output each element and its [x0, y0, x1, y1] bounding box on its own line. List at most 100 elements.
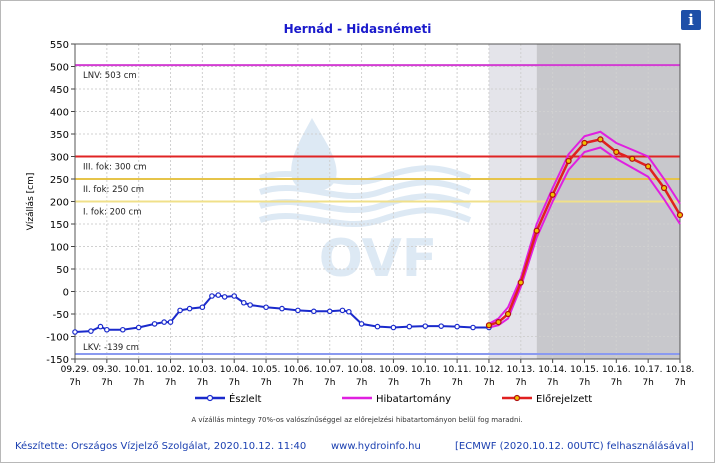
x-tick-hour-label: 7h [69, 378, 80, 388]
watermark-ovf-logo-text: OVF [319, 229, 438, 289]
chart-title: Hernád - Hidasnémeti [283, 22, 432, 36]
y-tick-label: 100 [50, 243, 69, 254]
ovf-watermark: OVF [259, 118, 472, 289]
x-tick-date-label: 10.17. [634, 365, 663, 375]
x-tick-date-label: 10.14. [538, 365, 567, 375]
observed-line [74, 294, 489, 333]
reference-line-label-4: LKV: -139 cm [83, 343, 139, 353]
x-tick-date-label: 10.18. [666, 365, 695, 375]
observed-point [279, 305, 285, 312]
observed-point [221, 294, 228, 300]
observed-point [406, 323, 413, 330]
x-tick-date-label: 10.09. [379, 365, 408, 375]
x-tick-date-label: 10.04. [220, 365, 249, 375]
observed-point [240, 299, 247, 306]
forecast-point [645, 163, 652, 170]
x-tick-hour-label: 7h [451, 378, 462, 388]
forecast-point [504, 310, 512, 318]
legend-forecast-label: Előrejelzett [536, 393, 592, 405]
x-tick-hour-label: 7h [579, 378, 590, 388]
x-tick-date-label: 09.29. [61, 365, 90, 375]
x-tick-hour-label: 7h [547, 378, 558, 388]
observed-point [326, 308, 333, 315]
footer-website[interactable]: www.hydroinfo.hu [331, 441, 421, 452]
observed-point [167, 319, 174, 325]
observed-point [390, 324, 397, 331]
observed-point [97, 323, 104, 330]
observed-point [295, 307, 301, 314]
reference-line-label-2: II. fok: 250 cm [83, 185, 144, 195]
forecast-point [533, 227, 540, 234]
x-tick-hour-label: 7h [292, 378, 303, 388]
x-tick-date-label: 10.03. [188, 365, 217, 375]
observed-point [374, 323, 381, 330]
x-tick-hour-label: 7h [388, 378, 399, 388]
y-tick-label: 150 [50, 220, 69, 231]
observed-point [199, 304, 206, 311]
observed-point [151, 321, 158, 327]
x-tick-hour-label: 7h [420, 378, 431, 388]
plot-border [74, 43, 681, 360]
x-tick-date-label: 10.12. [475, 365, 504, 375]
forecast-point [517, 279, 524, 286]
forecast-point [597, 136, 604, 143]
x-tick-date-label: 10.13. [506, 365, 535, 375]
y-tick-label: 550 [50, 40, 69, 51]
x-tick-date-label: 10.05. [252, 365, 281, 375]
x-tick-hour-label: 7h [611, 378, 622, 388]
footer-author: Készítette: Országos Vízjelző Szolgálat,… [15, 441, 307, 452]
observed-point [339, 307, 346, 314]
observed-point [438, 323, 444, 329]
y-tick-label: 350 [50, 130, 69, 141]
watermark-wave-3 [259, 207, 472, 227]
x-tick-date-label: 10.15. [570, 365, 599, 375]
observed-point [311, 308, 317, 315]
forecast-point [629, 155, 636, 162]
info-icon[interactable]: i [681, 10, 701, 30]
forecast-point [581, 139, 588, 147]
y-tick-label: 0 [63, 288, 69, 299]
x-tick-date-label: 10.06. [284, 365, 313, 375]
observed-point [422, 323, 429, 329]
x-tick-hour-label: 7h [197, 378, 208, 388]
y-tick-label: 400 [50, 108, 69, 119]
y-tick-label: -150 [46, 355, 69, 366]
observed-point [470, 324, 476, 331]
reference-line-label-3: I. fok: 200 cm [83, 208, 141, 218]
observed-point [454, 323, 460, 330]
observed-point [88, 328, 94, 334]
reference-line-label-1: III. fok: 300 cm [83, 163, 146, 173]
x-tick-hour-label: 7h [483, 378, 494, 388]
legend-observed-label: Észlelt [229, 392, 261, 405]
annotation-note: A vízállás mintegy 70%-os valószínűségge… [191, 415, 522, 424]
x-tick-hour-label: 7h [642, 378, 653, 388]
y-tick-label: 450 [50, 85, 69, 96]
y-tick-label: 250 [50, 175, 69, 186]
x-tick-date-label: 09.30. [93, 365, 122, 375]
forecast-point [676, 211, 684, 219]
y-tick-label: 500 [50, 63, 69, 74]
observed-point [231, 293, 238, 299]
observed-point [346, 308, 352, 315]
y-tick-label: 200 [50, 198, 69, 209]
observed-point [263, 304, 269, 311]
observed-point [135, 324, 142, 331]
error-band-upper [488, 130, 681, 325]
observed-point [247, 302, 253, 308]
forecast-point [565, 157, 572, 165]
footer-model: [ECMWF (2020.10.12. 00UTC) felhasználásá… [455, 441, 694, 452]
x-tick-date-label: 10.11. [443, 365, 472, 375]
x-tick-hour-label: 7h [515, 378, 526, 388]
observed-point [186, 305, 193, 312]
observed-point [209, 293, 215, 299]
y-tick-label: 50 [56, 265, 69, 276]
observed-point [104, 326, 110, 333]
x-tick-hour-label: 7h [324, 378, 335, 388]
reference-line-label-0: LNV: 503 cm [83, 71, 137, 81]
y-tick-label: -100 [46, 333, 69, 344]
x-tick-date-label: 10.07. [315, 365, 344, 375]
observed-point [358, 321, 365, 327]
x-tick-date-label: 10.08. [347, 365, 376, 375]
forecast-point [613, 148, 620, 156]
